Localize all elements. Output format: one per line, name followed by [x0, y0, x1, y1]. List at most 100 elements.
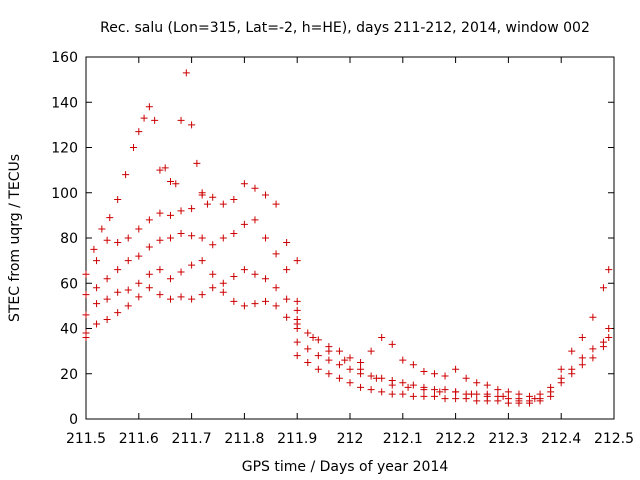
data-point-s8-p14 [515, 395, 523, 403]
data-point-s3-p19 [283, 295, 291, 303]
data-point-s3-p12 [209, 270, 217, 278]
data-point-s1-p19 [283, 239, 291, 247]
data-point-s7-p12 [420, 392, 428, 400]
data-point-s2-p10 [188, 232, 196, 240]
data-point-s5-p1 [304, 345, 312, 353]
x-tick-label: 211.9 [277, 431, 317, 447]
data-point-s6-p4 [335, 347, 343, 355]
data-point-s7-p15 [452, 395, 460, 403]
data-point-s4-p12 [209, 284, 217, 292]
data-point-s0-p2 [98, 225, 106, 233]
data-point-s7-p6 [357, 383, 365, 391]
data-point-s4-p14 [230, 297, 238, 305]
data-point-s7-p13 [430, 392, 438, 400]
data-point-s8-p10 [452, 388, 460, 396]
data-point-s6-p30 [605, 266, 613, 274]
data-point-s8-p11 [467, 390, 475, 398]
data-point-s4-p1 [93, 320, 101, 328]
data-point-s1-p14 [230, 196, 238, 204]
data-point-s7-p8 [378, 388, 386, 396]
data-point-s8-p3 [341, 356, 349, 364]
chart-title: Rec. salu (Lon=315, Lat=-2, h=HE), days … [100, 20, 590, 36]
y-tick-label: 0 [69, 412, 78, 428]
data-point-s0-p10 [151, 116, 159, 124]
data-point-s0-p6 [130, 144, 138, 151]
data-point-s3-p11 [198, 257, 206, 265]
data-point-s8-p1 [309, 334, 317, 342]
data-point-s6-p13 [430, 370, 438, 378]
data-point-s0-p16 [182, 69, 190, 77]
y-tick-label: 80 [60, 231, 78, 247]
data-point-s4-p8 [166, 295, 174, 303]
data-point-s7-p16 [462, 395, 470, 403]
data-point-s7-p11 [409, 392, 417, 400]
data-point-s1-p3 [114, 239, 122, 247]
data-point-s1-p18 [272, 200, 280, 208]
data-point-s1-p15 [240, 180, 248, 188]
data-point-s5-p7 [367, 372, 375, 380]
data-point-s2-p8 [166, 234, 174, 242]
x-tick-label: 212.4 [541, 431, 581, 447]
data-point-s0-p15 [177, 116, 185, 124]
data-point-s2-p5 [135, 252, 143, 260]
data-point-s6-p7 [367, 347, 375, 355]
y-axis-ticks: 0 20 40 60 80 100 120 140 160 [51, 50, 614, 428]
data-point-s6-p10 [399, 356, 407, 364]
data-point-s0-p18 [193, 159, 201, 167]
data-point-s1-p12 [209, 193, 217, 201]
data-point-s2-p20 [293, 297, 301, 305]
data-point-s2-p4 [124, 257, 132, 265]
data-point-s1-p7 [156, 209, 164, 217]
data-point-s2-p3 [114, 266, 122, 274]
data-point-s8-p6 [388, 381, 396, 389]
data-point-s2-p1 [93, 284, 101, 292]
data-point-s4-p19 [283, 313, 291, 321]
data-point-s0-p5 [122, 171, 130, 179]
data-point-s1-p8 [166, 211, 174, 219]
data-point-s1-p6 [145, 216, 153, 224]
data-point-s7-p19 [494, 397, 502, 405]
data-point-s7-p29 [599, 343, 607, 351]
data-point-s2-p19 [283, 266, 291, 274]
data-point-s6-p11 [409, 361, 417, 369]
data-point-s3-p3 [114, 288, 122, 296]
data-point-s0-p9 [145, 103, 153, 111]
data-point-s6-p14 [441, 372, 449, 380]
x-tick-label: 211.7 [172, 431, 212, 447]
data-point-s7-p30 [605, 325, 613, 332]
data-point-s4-p4 [124, 302, 132, 310]
data-point-s3-p16 [251, 270, 259, 278]
data-point-s2-p9 [177, 229, 185, 237]
data-point-s4-p17 [262, 297, 270, 305]
data-point-s5-p30 [605, 334, 613, 342]
data-point-s2-p6 [145, 243, 153, 251]
data-point-s6-p22 [526, 392, 534, 400]
data-point-s7-p7 [367, 386, 375, 394]
data-point-s7-p14 [441, 395, 449, 403]
data-point-s1-p17 [262, 191, 270, 199]
data-point-s3-p17 [262, 275, 270, 283]
data-point-s6-p27 [578, 334, 586, 342]
data-point-s8-p9 [436, 388, 444, 396]
data-point-s1-p0 [82, 270, 90, 278]
data-point-s3-p6 [145, 270, 153, 278]
data-point-s7-p17 [473, 397, 481, 405]
data-point-s6-p8 [378, 334, 386, 342]
data-point-s2-p0 [82, 311, 90, 319]
data-point-s6-p16 [462, 374, 470, 382]
data-point-s5-p27 [578, 354, 586, 362]
data-point-s8-p7 [404, 383, 412, 391]
x-axis-ticks: 211.5 211.6 211.7 211.8 211.9 212 212.1 212.2 21… [66, 57, 634, 447]
data-point-s1-p11 [198, 191, 206, 199]
data-point-s3-p14 [230, 272, 238, 280]
data-point-s2-p17 [262, 234, 270, 242]
data-point-s7-p25 [557, 379, 565, 387]
data-point-s3-p2 [103, 295, 111, 303]
data-point-s7-p3 [325, 370, 333, 378]
data-point-s7-p26 [568, 370, 576, 378]
data-point-s5-p4 [335, 361, 343, 369]
data-point-s4-p3 [114, 309, 122, 317]
data-point-s3-p8 [166, 275, 174, 283]
data-point-s0-p0 [82, 291, 90, 299]
